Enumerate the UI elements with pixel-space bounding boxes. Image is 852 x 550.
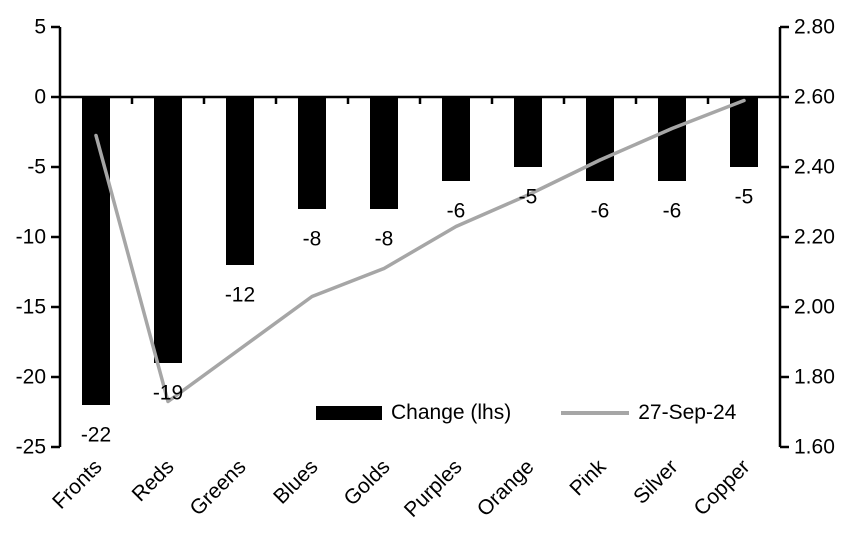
legend-label-line: 27-Sep-24: [638, 401, 737, 424]
bar-purples: [442, 97, 470, 181]
category-label-orange: Orange: [473, 455, 539, 521]
category-label-golds: Golds: [339, 455, 394, 510]
bar-series-swatch: [316, 406, 382, 420]
bar-silver: [658, 97, 686, 181]
category-label-fronts: Fronts: [48, 455, 106, 513]
bar-data-label: -12: [225, 284, 255, 307]
bar-data-label: -22: [81, 424, 111, 447]
left-axis-tick-label: -20: [16, 366, 46, 389]
right-axis-tick-label: 2.00: [794, 296, 835, 319]
bar-golds: [370, 97, 398, 209]
right-axis-tick-label: 1.60: [794, 436, 835, 459]
category-label-copper: Copper: [690, 455, 755, 520]
legend-label-change: Change (lhs): [391, 401, 512, 424]
bar-data-label: -6: [663, 200, 682, 223]
bar-data-label: -6: [447, 200, 466, 223]
category-label-purples: Purples: [400, 455, 467, 522]
bar-data-label: -5: [519, 186, 538, 209]
legend-item-line: 27-Sep-24: [561, 401, 736, 425]
left-axis-tick-label: -25: [16, 436, 46, 459]
right-axis-tick-label: 2.20: [794, 226, 835, 249]
bar-data-label: -8: [375, 228, 394, 251]
bar-reds: [154, 97, 182, 363]
bar-pink: [586, 97, 614, 181]
left-axis-tick-label: 5: [34, 16, 46, 39]
left-axis-tick-label: 0: [34, 86, 46, 109]
bar-data-label: -19: [153, 382, 183, 405]
category-label-reds: Reds: [128, 455, 179, 506]
left-axis-tick-label: -15: [16, 296, 46, 319]
chart-legend: Change (lhs) 27-Sep-24: [316, 401, 736, 425]
left-axis-tick-label: -5: [27, 156, 46, 179]
category-label-silver: Silver: [629, 455, 682, 508]
bar-fronts: [82, 97, 110, 405]
category-label-blues: Blues: [269, 455, 322, 508]
right-axis-tick-label: 2.80: [794, 16, 835, 39]
bar-data-label: -8: [303, 228, 322, 251]
right-axis-tick-label: 1.80: [794, 366, 835, 389]
left-axis-tick-label: -10: [16, 226, 46, 249]
right-axis-tick-label: 2.40: [794, 156, 835, 179]
category-label-greens: Greens: [186, 455, 251, 520]
category-label-pink: Pink: [565, 455, 611, 501]
legend-item-change: Change (lhs): [316, 401, 511, 425]
bar-copper: [730, 97, 758, 167]
bar-data-label: -6: [591, 200, 610, 223]
bar-blues: [298, 97, 326, 209]
bar-orange: [514, 97, 542, 167]
line-series-swatch: [561, 411, 630, 415]
line-series-27-sep-24: [94, 98, 746, 404]
bar-greens: [226, 97, 254, 265]
bar-data-label: -5: [735, 186, 754, 209]
right-axis-tick-label: 2.60: [794, 86, 835, 109]
